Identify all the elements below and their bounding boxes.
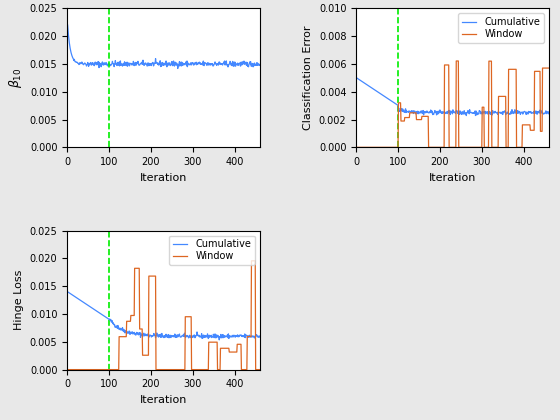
Window [516, 145, 523, 150]
Cumulative [256, 335, 263, 340]
Window [457, 145, 464, 150]
Legend: Cumulative, Window: Cumulative, Window [169, 236, 255, 265]
Cumulative [514, 111, 521, 116]
Window [357, 145, 363, 150]
Window [417, 117, 424, 122]
X-axis label: Iteration: Iteration [140, 395, 187, 405]
Window [68, 367, 74, 372]
Y-axis label: $\beta_{10}$: $\beta_{10}$ [7, 68, 24, 88]
Cumulative [463, 113, 470, 118]
Line: Cumulative: Cumulative [68, 292, 260, 340]
Y-axis label: Hinge Loss: Hinge Loss [14, 270, 24, 330]
Window [227, 349, 234, 354]
Cumulative [456, 108, 463, 113]
Cumulative [225, 331, 232, 336]
Cumulative [516, 109, 523, 114]
Cumulative [417, 110, 424, 115]
Window [167, 367, 174, 372]
Cumulative [227, 334, 234, 339]
Window [225, 346, 231, 351]
Cumulative [167, 335, 174, 340]
Window [545, 66, 552, 71]
X-axis label: Iteration: Iteration [429, 173, 476, 183]
Window [509, 67, 516, 72]
Window [248, 258, 255, 263]
Window [353, 145, 360, 150]
Line: Window: Window [68, 261, 260, 370]
Line: Window: Window [357, 61, 549, 147]
Legend: Cumulative, Window: Cumulative, Window [458, 13, 544, 43]
Line: Cumulative: Cumulative [357, 78, 549, 116]
Cumulative [68, 292, 74, 297]
X-axis label: Iteration: Iteration [140, 173, 187, 183]
Cumulative [357, 78, 363, 83]
Window [514, 145, 521, 150]
Cumulative [216, 337, 222, 342]
Window [128, 313, 135, 318]
Window [256, 367, 263, 372]
Y-axis label: Classification Error: Classification Error [304, 26, 313, 130]
Window [64, 367, 71, 372]
Cumulative [509, 110, 516, 115]
Cumulative [353, 75, 360, 80]
Cumulative [128, 330, 135, 335]
Cumulative [545, 110, 552, 115]
Window [220, 346, 226, 351]
Cumulative [64, 289, 71, 294]
Cumulative [220, 333, 227, 338]
Window [453, 58, 460, 63]
